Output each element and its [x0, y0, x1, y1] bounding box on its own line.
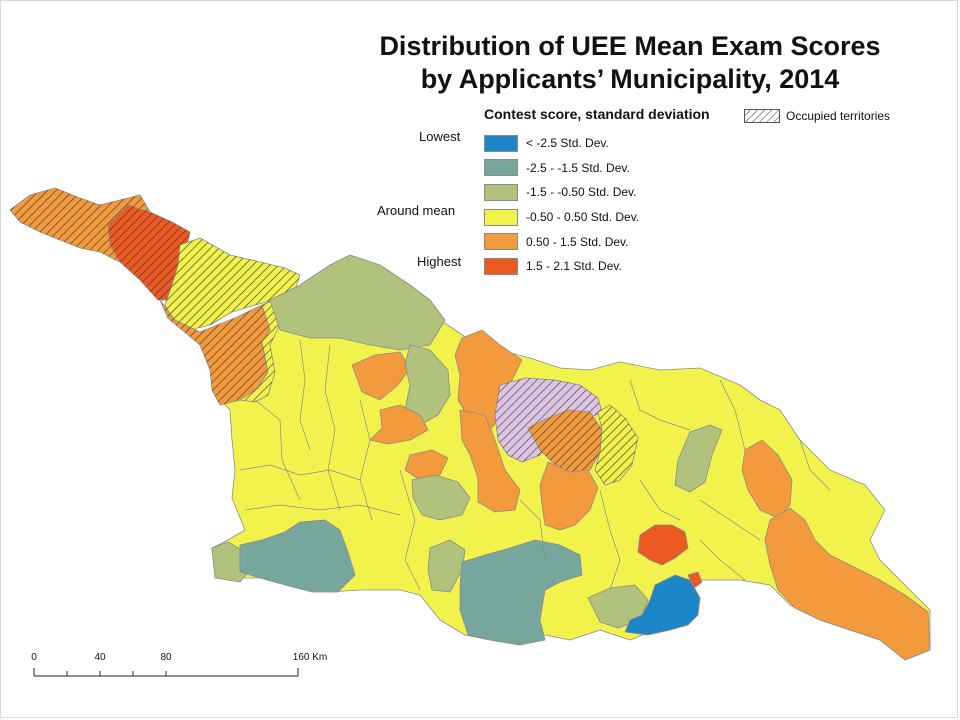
scale-tick-0: 0 [31, 652, 37, 663]
region-green-se [587, 584, 649, 629]
scale-tick-80: 80 [160, 652, 172, 663]
legend-label: 1.5 - 2.1 Std. Dev. [526, 259, 622, 274]
legend-item: 0.50 - 1.5 Std. Dev. [484, 229, 639, 254]
legend-label: 0.50 - 1.5 Std. Dev. [526, 234, 629, 249]
region-orange-cw2 [404, 449, 449, 481]
scale-tick-40: 40 [94, 652, 106, 663]
region-orange-central [459, 409, 521, 513]
map-title-line2: by Applicants’ Municipality, 2014 [420, 64, 840, 94]
legend-label: < -2.5 Std. Dev. [526, 136, 609, 151]
legend-label: -2.5 - -1.5 Std. Dev. [526, 160, 630, 175]
legend-item: -0.50 - 0.50 Std. Dev. [484, 205, 639, 230]
occupied-label: Occupied territories [786, 109, 891, 123]
scale-bar: 0 40 80 160 Km [28, 652, 328, 682]
region-green-center [404, 344, 451, 426]
legend-item: 1.5 - 2.1 Std. Dev. [484, 254, 639, 279]
legend-item: < -2.5 Std. Dev. [484, 131, 639, 156]
region-teal-south [459, 539, 583, 646]
region-green-east [674, 424, 723, 493]
region-orange-east [764, 507, 931, 661]
region-green-cs [411, 474, 471, 521]
region-orange-nw [351, 351, 411, 401]
legend-item: -2.5 - -1.5 Std. Dev. [484, 156, 639, 181]
map-title-line1: Distribution of UEE Mean Exam Scores [379, 31, 881, 61]
map-title: Distribution of UEE Mean Exam Scores by … [300, 30, 960, 96]
legend-label: -1.5 - -0.50 Std. Dev. [526, 185, 637, 200]
region-teal-sw [239, 519, 356, 593]
legend-heading: Contest score, standard deviation [484, 106, 710, 122]
legend-side-lowest: Lowest [419, 129, 461, 144]
legend-list: < -2.5 Std. Dev. -2.5 - -1.5 Std. Dev. -… [484, 131, 639, 279]
occupied-hatch-swatch [744, 109, 780, 123]
legend-swatch [484, 208, 518, 226]
region-orange-cw [369, 404, 429, 445]
region-red-small [687, 571, 703, 589]
legend-swatch [484, 257, 518, 275]
legend-occupied: Occupied territories [744, 107, 890, 125]
legend-swatch [484, 183, 518, 201]
legend-item: -1.5 - -0.50 Std. Dev. [484, 180, 639, 205]
legend-side-highest: Highest [417, 254, 462, 269]
legend-swatch [484, 233, 518, 251]
legend-swatch [484, 134, 518, 152]
region-green-south [427, 539, 466, 593]
scale-tick-160: 160 Km [292, 652, 328, 663]
legend-label: -0.50 - 0.50 Std. Dev. [526, 210, 640, 225]
scale-bar-graphic [33, 668, 299, 677]
region-red-tbilisi [637, 524, 689, 566]
legend-side-around-mean: Around mean [377, 203, 456, 218]
legend-swatch [484, 159, 518, 177]
region-orange-gori [539, 461, 599, 531]
region-svaneti [269, 254, 446, 351]
